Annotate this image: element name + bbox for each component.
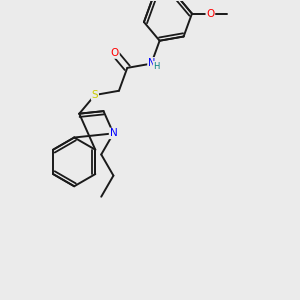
Text: N: N [110,128,117,138]
Text: O: O [111,48,119,58]
Text: S: S [92,90,98,100]
Text: O: O [206,9,214,19]
Text: N: N [148,58,155,68]
Text: H: H [153,61,160,70]
